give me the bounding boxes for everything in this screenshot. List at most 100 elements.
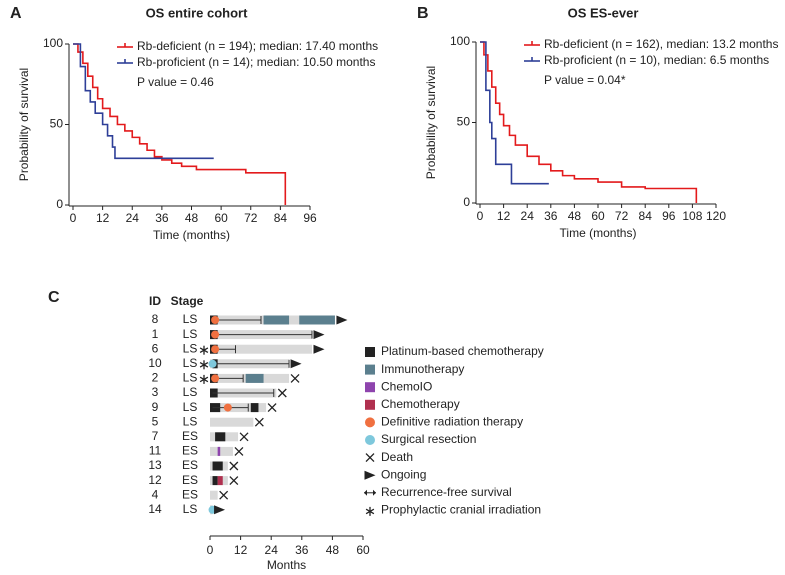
row-stage: LS <box>183 371 198 385</box>
row-stage: ES <box>182 487 198 501</box>
legend-label: Definitive radiation therapy <box>381 415 523 429</box>
row-id: 7 <box>152 429 159 443</box>
x-tick-label: 48 <box>568 209 582 223</box>
legend-swatch <box>365 382 375 393</box>
row-id: 13 <box>148 458 162 472</box>
x-axis-label: Time (months) <box>560 226 637 240</box>
star-stroke <box>365 508 375 515</box>
stage-header: Stage <box>171 294 204 308</box>
row-id: 5 <box>152 414 159 428</box>
survival-curve <box>480 41 698 203</box>
row-stage: LS <box>183 356 198 370</box>
star-stroke <box>199 376 209 383</box>
legend-swatch <box>365 399 375 410</box>
row-stage: LS <box>183 327 198 341</box>
cross-stroke <box>365 453 375 463</box>
legend-label: Rb-deficient (n = 194); median: 17.40 mo… <box>137 39 378 53</box>
follow-up-bar <box>210 344 312 354</box>
cross-stroke <box>219 490 229 500</box>
follow-up-bar <box>210 490 218 500</box>
x-tick-label: 84 <box>274 211 288 225</box>
cross-stroke <box>229 476 239 486</box>
x-tick-label: 24 <box>265 543 279 557</box>
follow-up-bar <box>210 417 254 427</box>
row-id: 11 <box>149 444 162 458</box>
legend-swatch <box>365 347 375 357</box>
x-tick-label: 0 <box>70 211 77 225</box>
ongoing-marker <box>364 470 376 480</box>
x-tick-label: 72 <box>615 209 629 223</box>
treatment <box>245 373 264 383</box>
legend-label: Surgical resection <box>381 432 476 446</box>
ongoing-marker <box>214 505 226 515</box>
legend-swatch <box>365 435 375 445</box>
x-tick-label: 48 <box>185 211 199 225</box>
row-stage: LS <box>183 312 198 326</box>
x-tick-label: 12 <box>96 211 110 225</box>
panel-letter: A <box>10 5 22 22</box>
radiation <box>211 374 220 383</box>
x-tick-label: 96 <box>303 211 317 225</box>
x-tick-label: 0 <box>207 543 214 557</box>
cross-stroke <box>229 461 239 471</box>
ongoing-marker <box>336 315 348 325</box>
radiation <box>223 403 232 412</box>
row-id: 3 <box>152 385 159 399</box>
panel-letter: C <box>48 289 60 306</box>
ongoing-marker <box>313 344 325 354</box>
x-tick-label: 84 <box>639 209 653 223</box>
x-tick-label: 0 <box>477 209 484 223</box>
chart-title: OS entire cohort <box>146 5 249 20</box>
row-stage: ES <box>182 429 198 443</box>
x-tick-label: 120 <box>706 209 726 223</box>
legend-label: Prophylactic cranial irradiation <box>381 503 541 517</box>
x-tick-label: 24 <box>521 209 535 223</box>
legend-label: Rb-deficient (n = 162), median: 13.2 mon… <box>544 37 778 51</box>
legend-swatch <box>364 489 367 496</box>
star-stroke <box>199 347 209 354</box>
survival-curve <box>73 43 214 160</box>
x-tick-label: 36 <box>295 543 309 557</box>
row-stage: ES <box>182 458 198 472</box>
row-id: 8 <box>152 312 159 326</box>
legend-label: Rb-proficient (n = 14); median: 10.50 mo… <box>137 55 375 69</box>
x-axis-label: Months <box>267 558 306 572</box>
y-tick-label: 100 <box>43 36 63 50</box>
row-id: 1 <box>152 327 159 341</box>
row-stage: LS <box>183 385 198 399</box>
chart-title: OS ES-ever <box>568 5 639 20</box>
row-id: 6 <box>152 341 159 355</box>
x-tick-label: 48 <box>326 543 340 557</box>
legend-label: Death <box>381 450 413 464</box>
ongoing-marker <box>290 359 302 369</box>
legend-swatch <box>373 489 376 496</box>
x-tick-label: 36 <box>155 211 169 225</box>
x-tick-label: 96 <box>662 209 676 223</box>
legend-label: Rb-proficient (n = 10), median: 6.5 mont… <box>544 53 769 67</box>
follow-up-bar <box>210 446 233 456</box>
x-axis-label: Time (months) <box>153 228 230 242</box>
row-id: 10 <box>148 356 162 370</box>
cross-stroke <box>290 373 300 383</box>
legend-swatch <box>365 417 375 428</box>
annotation: P value = 0.04* <box>544 73 626 87</box>
annotation: P value = 0.46 <box>137 75 214 89</box>
y-tick-label: 0 <box>463 195 470 209</box>
row-id: 9 <box>152 400 159 414</box>
x-tick-label: 72 <box>244 211 258 225</box>
row-id: 12 <box>148 473 162 487</box>
cross-stroke <box>277 388 287 398</box>
treatment <box>212 461 223 471</box>
radiation <box>211 316 220 324</box>
legend-label: Ongoing <box>381 467 426 481</box>
treatment <box>250 403 259 413</box>
row-id: 2 <box>152 371 159 385</box>
treatment <box>215 432 226 442</box>
cross-stroke <box>239 432 249 442</box>
radiation <box>211 345 220 354</box>
legend-label: Platinum-based chemotherapy <box>381 344 544 358</box>
x-tick-label: 60 <box>591 209 605 223</box>
legend-label: ChemoIO <box>381 379 432 393</box>
x-tick-label: 60 <box>214 211 228 225</box>
